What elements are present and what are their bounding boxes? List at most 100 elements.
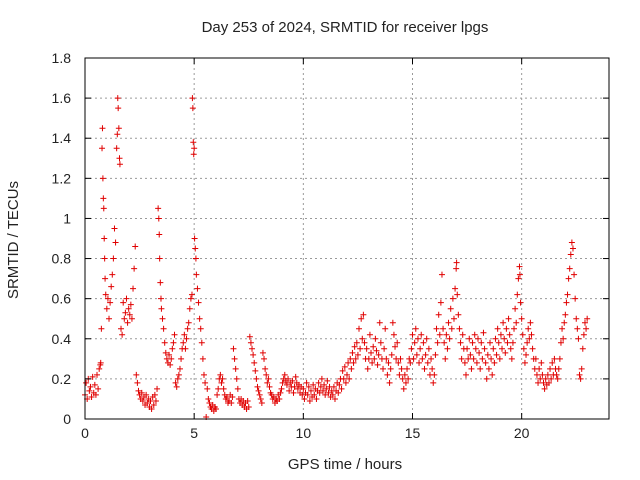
data-point	[123, 295, 130, 302]
data-point	[113, 145, 120, 152]
data-point	[178, 355, 185, 362]
data-point	[554, 375, 561, 382]
data-point	[511, 325, 518, 332]
data-point	[111, 225, 118, 232]
data-point	[380, 365, 387, 372]
x-tick-label: 15	[405, 425, 421, 441]
data-point	[565, 275, 572, 282]
data-point	[423, 335, 430, 342]
data-point	[374, 361, 381, 368]
data-point	[88, 393, 95, 400]
data-point	[189, 105, 196, 112]
data-point	[251, 359, 258, 366]
data-point	[114, 95, 121, 102]
data-point	[206, 399, 213, 406]
y-tick-label: 0	[63, 411, 71, 427]
data-point	[547, 365, 554, 372]
data-point	[322, 391, 329, 398]
x-tick-label: 0	[81, 425, 89, 441]
data-point	[191, 145, 198, 152]
data-point	[370, 343, 377, 350]
data-point	[213, 405, 219, 412]
data-point	[191, 235, 198, 242]
data-point	[279, 379, 286, 386]
data-point	[506, 331, 513, 338]
data-point	[381, 345, 388, 352]
data-point	[101, 235, 108, 242]
data-point	[555, 365, 562, 372]
data-point	[396, 371, 403, 378]
data-point	[578, 365, 585, 372]
data-point	[98, 325, 105, 332]
data-point	[584, 315, 591, 322]
data-point	[156, 255, 163, 262]
data-point	[516, 271, 523, 278]
data-point	[262, 365, 269, 372]
y-tick-label: 1.4	[52, 130, 72, 146]
data-point	[581, 319, 588, 326]
data-point	[387, 365, 394, 372]
data-point	[520, 345, 527, 352]
data-point	[363, 345, 370, 352]
data-point	[405, 375, 412, 382]
data-point	[538, 359, 545, 366]
data-point	[341, 363, 348, 370]
data-point	[457, 339, 464, 346]
data-point	[493, 351, 500, 358]
data-point	[420, 339, 427, 346]
data-point	[490, 345, 497, 352]
data-point	[245, 403, 252, 410]
data-point	[395, 359, 402, 366]
data-point	[579, 345, 586, 352]
data-point	[424, 359, 431, 366]
data-point	[174, 375, 181, 382]
data-point	[157, 279, 164, 286]
data-point	[533, 371, 540, 378]
data-point	[155, 215, 162, 222]
data-point	[257, 395, 264, 402]
data-point	[422, 351, 429, 358]
data-point	[186, 305, 193, 312]
data-point	[100, 205, 107, 212]
data-point	[357, 345, 364, 352]
data-point	[190, 151, 197, 158]
data-point	[276, 395, 283, 402]
data-point	[512, 305, 519, 312]
data-point	[461, 359, 468, 366]
data-point	[144, 399, 151, 406]
data-point	[482, 359, 489, 366]
data-point	[500, 319, 507, 326]
data-point	[551, 355, 558, 362]
data-point	[494, 325, 501, 332]
data-point	[171, 331, 178, 338]
chart-title: Day 253 of 2024, SRMTID for receiver lpg…	[202, 19, 489, 36]
data-point	[455, 311, 462, 318]
data-point	[148, 405, 155, 412]
data-point	[453, 259, 460, 266]
data-point	[223, 393, 230, 400]
x-tick-label: 20	[514, 425, 530, 441]
data-point	[516, 263, 523, 270]
data-point	[544, 371, 551, 378]
y-tick-label: 0.6	[52, 291, 72, 307]
data-point	[410, 355, 417, 362]
data-point	[218, 379, 225, 386]
data-point	[285, 375, 292, 382]
data-point	[453, 265, 460, 272]
data-point	[214, 391, 221, 398]
data-point	[187, 295, 194, 302]
data-point	[316, 389, 323, 396]
data-point	[535, 379, 542, 386]
data-point	[122, 309, 129, 316]
data-point	[526, 335, 533, 342]
data-point	[147, 397, 154, 404]
data-point	[315, 379, 322, 386]
data-point	[567, 251, 574, 258]
data-point	[435, 311, 442, 318]
data-point	[477, 365, 484, 372]
data-point	[229, 393, 236, 400]
data-point	[150, 401, 157, 408]
data-point	[294, 385, 301, 392]
data-point	[483, 375, 490, 382]
